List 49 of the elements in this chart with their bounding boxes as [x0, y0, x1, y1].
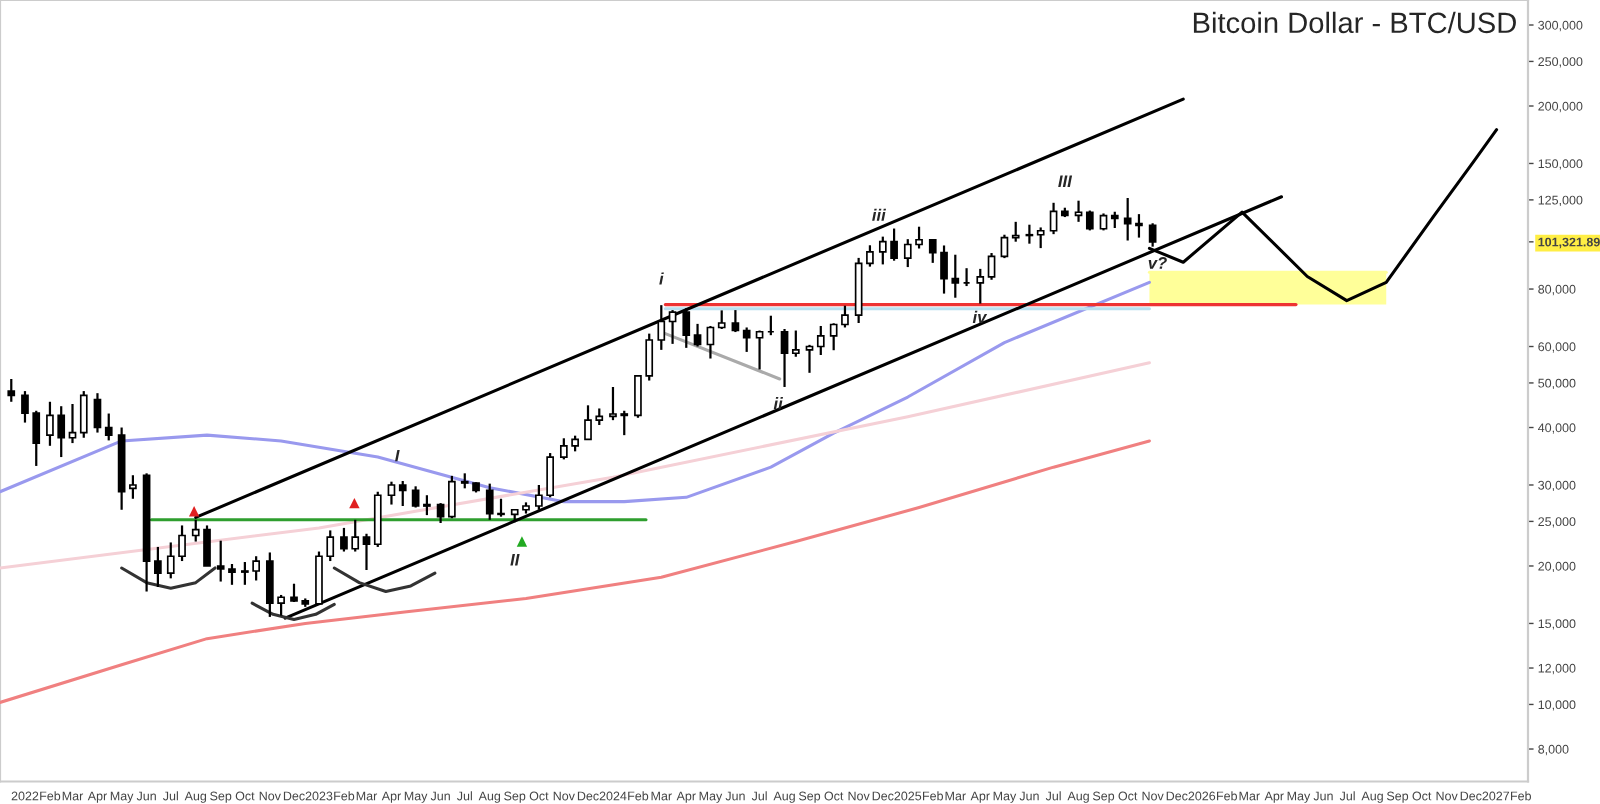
candlestick: [668, 308, 677, 345]
candlestick: [104, 412, 113, 442]
candlestick: [987, 251, 996, 281]
candlestick: [717, 309, 726, 331]
candlestick: [398, 479, 407, 508]
line-series: [0, 361, 1151, 570]
candlestick: [816, 324, 825, 357]
candlestick: [129, 474, 137, 500]
annotation: III: [1058, 175, 1073, 188]
candlestick: [7, 377, 16, 403]
annotation: v?: [1148, 257, 1167, 269]
candlestick: [79, 389, 88, 439]
candlestick: [1049, 201, 1058, 236]
point: [516, 536, 528, 547]
candlestick: [791, 329, 800, 358]
candlestick: [742, 326, 751, 354]
candlestick: [780, 327, 789, 389]
candlestick: [93, 392, 102, 434]
candlestick: [976, 267, 985, 305]
candlestick: [731, 308, 740, 334]
candlestick: [448, 474, 456, 520]
line-series: [250, 601, 336, 622]
candlestick: [1074, 199, 1083, 223]
candlestick: [1011, 220, 1020, 243]
candlestick: [657, 304, 666, 351]
candlestick: [154, 545, 162, 589]
candlestick: [362, 532, 371, 572]
candlestick: [805, 343, 814, 374]
candlestick: [411, 485, 420, 509]
annotation: iv: [972, 310, 988, 323]
chart-title: Bitcoin Dollar - BTC/USD: [1193, 11, 1516, 34]
line-series: [0, 439, 1151, 704]
annotation: I: [395, 449, 400, 462]
annotation: ii: [773, 397, 784, 410]
candlestick: [1000, 233, 1009, 260]
annotation: i: [659, 272, 664, 285]
annotation: iii: [872, 208, 887, 221]
annotation: II: [510, 553, 520, 566]
candlestick: [866, 244, 874, 268]
point: [188, 506, 200, 517]
candlestick: [68, 402, 77, 445]
point: [349, 497, 360, 509]
candlestick: [755, 329, 764, 371]
candlestick: [682, 307, 691, 349]
line-series: [332, 566, 437, 594]
candlestick: [693, 322, 702, 348]
candlestick: [1036, 226, 1045, 250]
candlestick: [423, 494, 431, 517]
candlestick: [387, 480, 396, 506]
